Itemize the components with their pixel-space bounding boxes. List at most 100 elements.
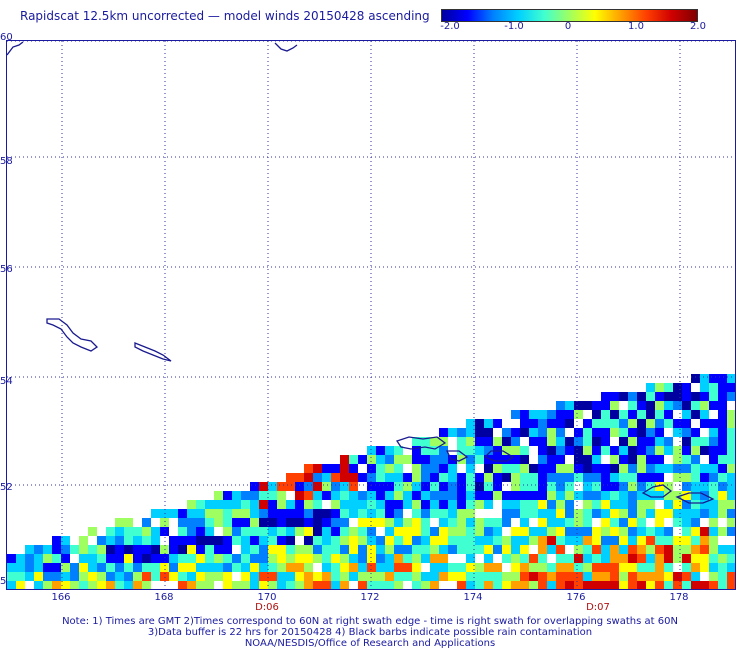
swath-cell <box>277 581 286 589</box>
swath-cell <box>151 527 160 536</box>
swath-cell <box>304 545 313 554</box>
swath-cell <box>691 509 700 518</box>
swath-cell <box>493 581 502 589</box>
swath-cell <box>691 491 700 500</box>
swath-cell <box>439 563 448 572</box>
swath-cell <box>592 554 601 563</box>
swath-cell <box>205 581 214 589</box>
swath-cell <box>538 572 547 581</box>
swath-cell <box>151 536 160 545</box>
swath-cell <box>115 545 124 554</box>
swath-cell <box>646 392 655 401</box>
swath-cell <box>709 374 718 383</box>
swath-cell <box>502 428 511 437</box>
swath-cell <box>385 572 394 581</box>
swath-cell <box>358 491 367 500</box>
swath-cell <box>178 518 187 527</box>
swath-cell <box>556 446 565 455</box>
swath-cell <box>646 437 655 446</box>
swath-cell <box>394 473 403 482</box>
swath-cell <box>367 464 376 473</box>
swath-cell <box>421 509 430 518</box>
swath-cell <box>718 473 727 482</box>
swath-cell <box>547 527 556 536</box>
swath-cell <box>664 491 673 500</box>
swath-cell <box>655 482 664 491</box>
swath-cell <box>205 554 214 563</box>
swath-cell <box>52 581 61 589</box>
swath-cell <box>682 536 691 545</box>
swath-cell <box>610 545 619 554</box>
swath-cell <box>673 473 682 482</box>
swath-cell <box>664 545 673 554</box>
swath-cell <box>637 581 646 589</box>
swath-cell <box>259 509 268 518</box>
swath-cell <box>205 563 214 572</box>
swath-cell <box>682 581 691 589</box>
swath-cell <box>709 518 718 527</box>
swath-cell <box>583 455 592 464</box>
swath-cell <box>610 536 619 545</box>
lon-label: 174 <box>463 592 483 603</box>
swath-cell <box>403 527 412 536</box>
swath-cell <box>349 464 358 473</box>
swath-cell <box>187 527 196 536</box>
coastline-northwest-corner <box>7 41 24 56</box>
swath-cell <box>70 572 79 581</box>
swath-cell <box>655 563 664 572</box>
swath-cell <box>691 563 700 572</box>
swath-cell <box>574 491 583 500</box>
swath-cell <box>628 509 637 518</box>
swath-cell <box>70 563 79 572</box>
swath-cell <box>295 545 304 554</box>
swath-cell <box>421 482 430 491</box>
swath-cell <box>52 545 61 554</box>
swath-cell <box>223 500 232 509</box>
swath-cell <box>673 419 682 428</box>
swath-cell <box>439 518 448 527</box>
swath-cell <box>340 563 349 572</box>
swath-cell <box>448 527 457 536</box>
colorbar <box>441 9 698 22</box>
swath-cell <box>295 473 304 482</box>
swath-cell <box>574 554 583 563</box>
swath-cell <box>439 572 448 581</box>
swath-cell <box>637 446 646 455</box>
swath-cell <box>286 527 295 536</box>
swath-cell <box>349 500 358 509</box>
swath-cell <box>358 500 367 509</box>
swath-cell <box>601 500 610 509</box>
swath-cell <box>700 554 709 563</box>
swath-cell <box>727 545 735 554</box>
swath-cell <box>484 527 493 536</box>
swath-cell <box>493 482 502 491</box>
swath-cell <box>637 572 646 581</box>
swath-cell <box>610 527 619 536</box>
swath-cell <box>313 509 322 518</box>
swath-cell <box>475 446 484 455</box>
swath-cell <box>484 419 493 428</box>
swath-cell <box>691 482 700 491</box>
swath-cell <box>412 482 421 491</box>
swath-cell <box>511 482 520 491</box>
swath-cell <box>466 428 475 437</box>
swath-cell <box>583 581 592 589</box>
swath-cell <box>376 491 385 500</box>
swath-cell <box>367 500 376 509</box>
swath-cell <box>619 518 628 527</box>
swath-cell <box>727 464 735 473</box>
swath-cell <box>727 572 735 581</box>
swath-cell <box>178 581 187 589</box>
swath-cell <box>601 554 610 563</box>
footnote-line: NOAA/NESDIS/Office of Research and Appli… <box>244 638 496 649</box>
swath-cell <box>556 428 565 437</box>
swath-cell <box>475 437 484 446</box>
swath-cell <box>673 536 682 545</box>
swath-cell <box>313 572 322 581</box>
swath-cell <box>304 500 313 509</box>
swath-cell <box>538 428 547 437</box>
swath-cell <box>52 563 61 572</box>
swath-cell <box>529 428 538 437</box>
swath-cell <box>574 428 583 437</box>
swath-cell <box>556 482 565 491</box>
